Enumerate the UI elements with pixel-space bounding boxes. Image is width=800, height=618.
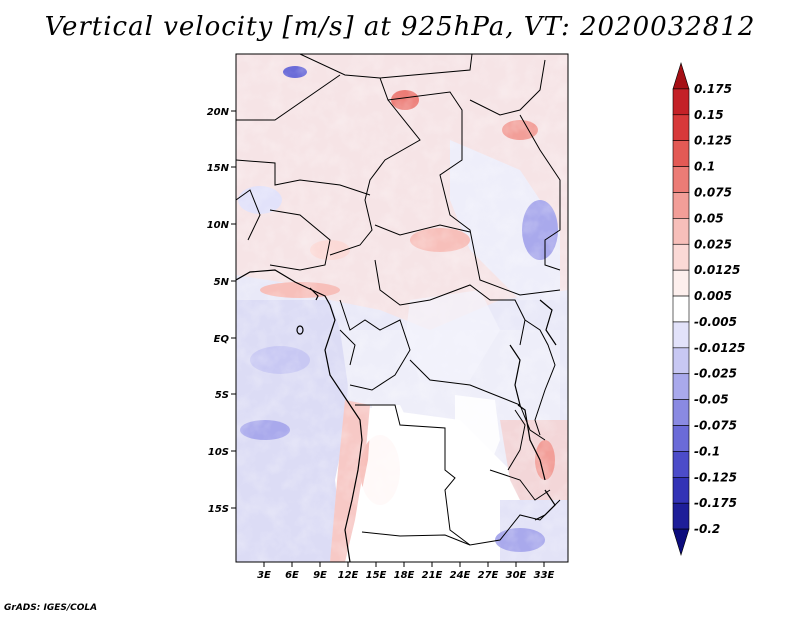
colorbar-label: 0.0125 [694,263,740,277]
colorbar-swatch [672,399,690,426]
colorbar-label: -0.05 [694,393,729,407]
lat-tick-label: 5S [215,390,229,401]
lon-tick-label: 33E [534,570,555,581]
colorbar-swatch [672,269,690,297]
colorbar-swatch [672,373,690,400]
map-frame [235,53,569,563]
colorbar-swatch [672,321,690,349]
colorbar-swatch [672,451,690,478]
colorbar-swatch [672,218,690,245]
colorbar-label: 0.005 [694,289,732,303]
lat-tick-label: 10S [208,447,229,458]
colorbar-swatch [672,528,690,557]
lat-tick-label: 15N [207,163,230,174]
colorbar-label: 0.15 [694,108,724,122]
colorbar-label: 0.05 [694,211,724,225]
colorbar-swatch [672,477,690,504]
colorbar-swatch [672,502,690,530]
velocity-field [236,54,568,562]
colorbar-swatch [672,88,690,116]
lat-tick-label: 10N [207,220,230,231]
colorbar-swatch [672,114,690,141]
lat-tick-label: 20N [207,107,230,118]
colorbar-label: 0.1 [694,160,715,174]
lon-tick-label: 15E [366,570,387,581]
lon-tick-label: 27E [478,570,499,581]
colorbar-label: -0.005 [694,315,737,329]
colorbar-swatch [672,140,690,167]
colorbar: 0.175 0.15 0.125 0.1 0.075 0.05 0.025 0.0125 0.0… [672,61,745,557]
lon-tick-label: 3E [257,570,271,581]
colorbar-label: -0.125 [694,470,737,484]
colorbar-label: -0.025 [694,367,737,381]
boundaries [236,54,561,546]
colorbar-label: -0.0125 [694,341,745,355]
chart-title: Vertical velocity [m/s] at 925hPa, VT: 2… [44,12,756,42]
colorbar-swatch [672,166,690,193]
colorbar-label: -0.1 [694,444,720,458]
latitude-axis: 20N 15N 10N 5N EQ 5S 10S 15S [207,107,236,515]
lon-tick-label: 30E [506,570,527,581]
lat-tick-label: 15S [208,504,229,515]
colorbar-label: -0.175 [694,496,737,510]
lon-tick-label: 18E [394,570,415,581]
colorbar-swatch [672,61,690,90]
colorbar-swatch [672,425,690,452]
lon-tick-label: 6E [285,570,299,581]
lon-tick-label: 21E [422,570,443,581]
colorbar-label: -0.075 [694,419,737,433]
coastline [236,269,557,562]
colorbar-label: 0.075 [694,185,732,199]
lat-tick-label: 5N [214,277,230,288]
colorbar-label: 0.125 [694,134,732,148]
colorbar-swatch [672,192,690,219]
colorbar-label: -0.2 [694,522,720,536]
colorbar-swatch [672,295,690,323]
footer-credit: GrADS: IGES/COLA [4,603,98,613]
colorbar-label: 0.175 [694,82,732,96]
map-panel [235,53,569,563]
colorbar-label: 0.025 [694,237,732,251]
colorbar-swatch [672,243,690,271]
lon-tick-label: 12E [338,570,359,581]
lon-tick-label: 24E [450,570,471,581]
longitude-axis: 3E 6E 9E 12E 15E 18E 21E 24E 27E 30E 33E [257,562,555,581]
lon-tick-label: 9E [313,570,327,581]
colorbar-swatch [672,347,690,375]
lat-tick-label: EQ [214,334,230,345]
